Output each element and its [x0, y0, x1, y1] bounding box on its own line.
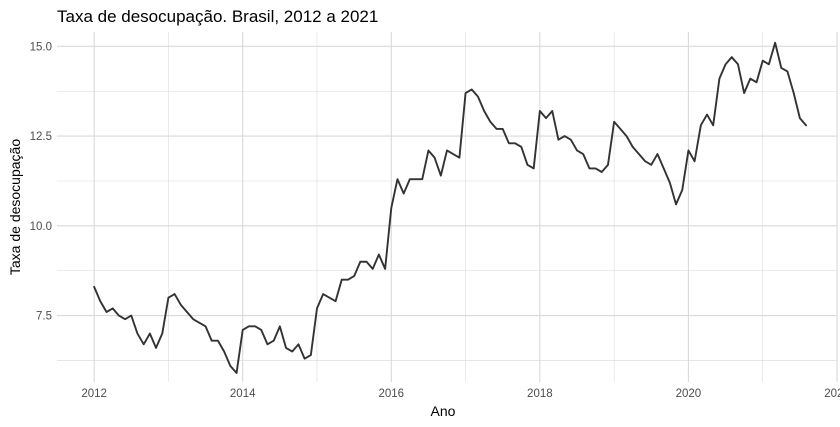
y-axis-title: Taxa de desocupação [7, 139, 23, 275]
series-group [93, 41, 807, 374]
y-tick-label: 7.5 [36, 311, 52, 323]
plot-panel [57, 32, 837, 382]
x-tick-label: 2012 [81, 388, 107, 400]
x-axis-ticks: 2012 2014 2016 2018 2020 2022 [81, 388, 840, 400]
y-tick-label: 15.0 [30, 41, 52, 53]
y-axis-ticks: 7.5 10.0 12.5 15.0 [30, 41, 52, 322]
x-tick-label: 2020 [676, 388, 702, 400]
series-line [93, 41, 807, 374]
x-axis-title: Ano [431, 403, 456, 419]
x-tick-label: 2018 [527, 388, 553, 400]
y-tick-label: 12.5 [30, 131, 52, 143]
x-tick-label: 2022 [824, 388, 840, 400]
x-tick-label: 2014 [230, 388, 256, 400]
y-tick-label: 10.0 [30, 221, 52, 233]
x-tick-label: 2016 [378, 388, 404, 400]
chart-title: Taxa de desocupação. Brasil, 2012 a 2021 [57, 7, 378, 26]
grid-lines [57, 32, 838, 382]
